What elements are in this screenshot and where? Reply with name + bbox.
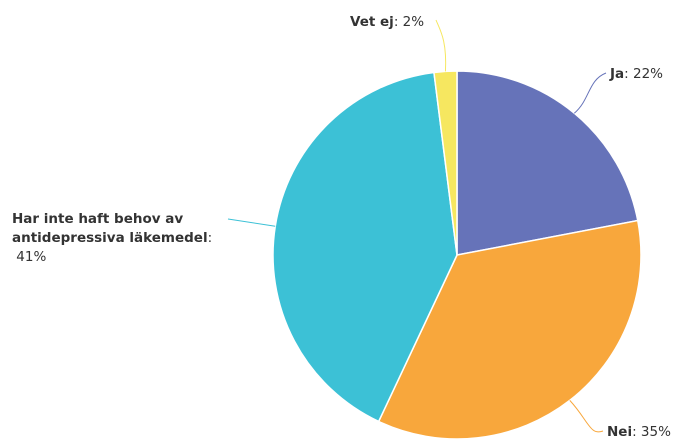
data-label-vet-ej: Vet ej: 2% bbox=[350, 14, 424, 30]
slices-layer bbox=[272, 70, 642, 439]
connector-line-vet-ej bbox=[435, 19, 447, 72]
connector-line-nei bbox=[569, 400, 604, 433]
pie-slice-vet-ej[interactable] bbox=[433, 70, 458, 256]
data-label-ja: Ja: 22% bbox=[609, 66, 663, 82]
connectors-layer bbox=[227, 19, 607, 433]
connector-line-har-inte-haft-behov-av-antidepressiva-l-kemedel bbox=[227, 218, 276, 227]
connector-line-ja bbox=[573, 72, 607, 114]
pie-slice-har-inte-haft-behov-av-antidepressiva-l-kemedel[interactable] bbox=[272, 71, 458, 423]
data-label-nei: Nei: 35% bbox=[607, 424, 671, 439]
labels-layer: Ja: 22% Nei: 35% Har inte haft behov av ant… bbox=[12, 14, 671, 439]
data-label-har-inte-haft-behov-av-antidepressiva-l-kemedel: Har inte haft behov av antidepressiva läk… bbox=[12, 211, 212, 265]
pie-slice-nei[interactable] bbox=[377, 219, 642, 439]
pie-slice-ja[interactable] bbox=[456, 70, 639, 256]
